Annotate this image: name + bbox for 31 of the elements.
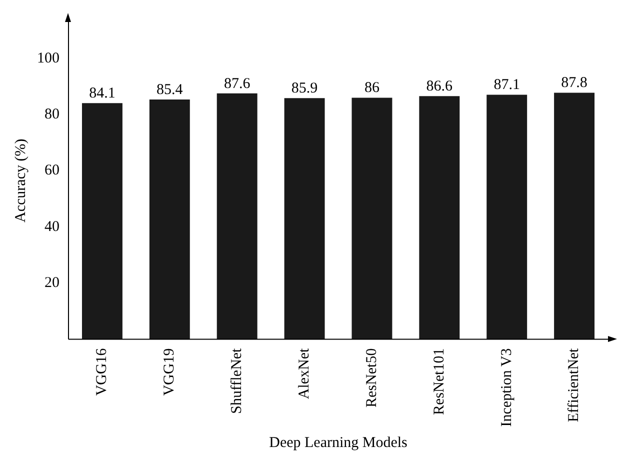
x-tick-label: ShuffleNet bbox=[229, 347, 246, 414]
y-tick-label: 100 bbox=[37, 50, 60, 66]
x-tick-label: EfficientNet bbox=[566, 347, 582, 422]
bar bbox=[486, 94, 528, 340]
y-tick-label: 80 bbox=[44, 106, 60, 123]
bar bbox=[352, 98, 392, 340]
bar bbox=[419, 96, 460, 340]
y-tick-label: 40 bbox=[44, 218, 60, 235]
data-label: 85.9 bbox=[291, 80, 318, 97]
data-label: 84.1 bbox=[89, 86, 116, 102]
x-tick-label: Inception V3 bbox=[498, 348, 515, 427]
y-tick-label: 20 bbox=[44, 275, 60, 292]
data-label: 86.6 bbox=[426, 78, 454, 95]
bar bbox=[82, 103, 122, 340]
data-label: 87.6 bbox=[224, 76, 251, 92]
x-tick-label: ResNet50 bbox=[364, 348, 380, 408]
data-label: 86 bbox=[364, 80, 380, 96]
y-tick-label: 60 bbox=[44, 162, 60, 179]
x-tick-label: AlexNet bbox=[296, 347, 312, 400]
data-label: 87.1 bbox=[494, 77, 520, 94]
bar bbox=[216, 93, 258, 340]
x-tick-label: VGG16 bbox=[94, 348, 110, 396]
x-tick-label: VGG19 bbox=[162, 348, 178, 396]
data-label: 87.8 bbox=[561, 75, 588, 92]
y-axis-title: Accuracy (%) bbox=[12, 138, 29, 222]
x-tick-label: ResNet101 bbox=[431, 348, 448, 415]
bar bbox=[554, 92, 595, 340]
data-label: 85.4 bbox=[156, 82, 184, 98]
x-axis-title: Deep Learning Models bbox=[269, 434, 408, 451]
bar bbox=[149, 99, 190, 340]
bar bbox=[284, 98, 325, 340]
